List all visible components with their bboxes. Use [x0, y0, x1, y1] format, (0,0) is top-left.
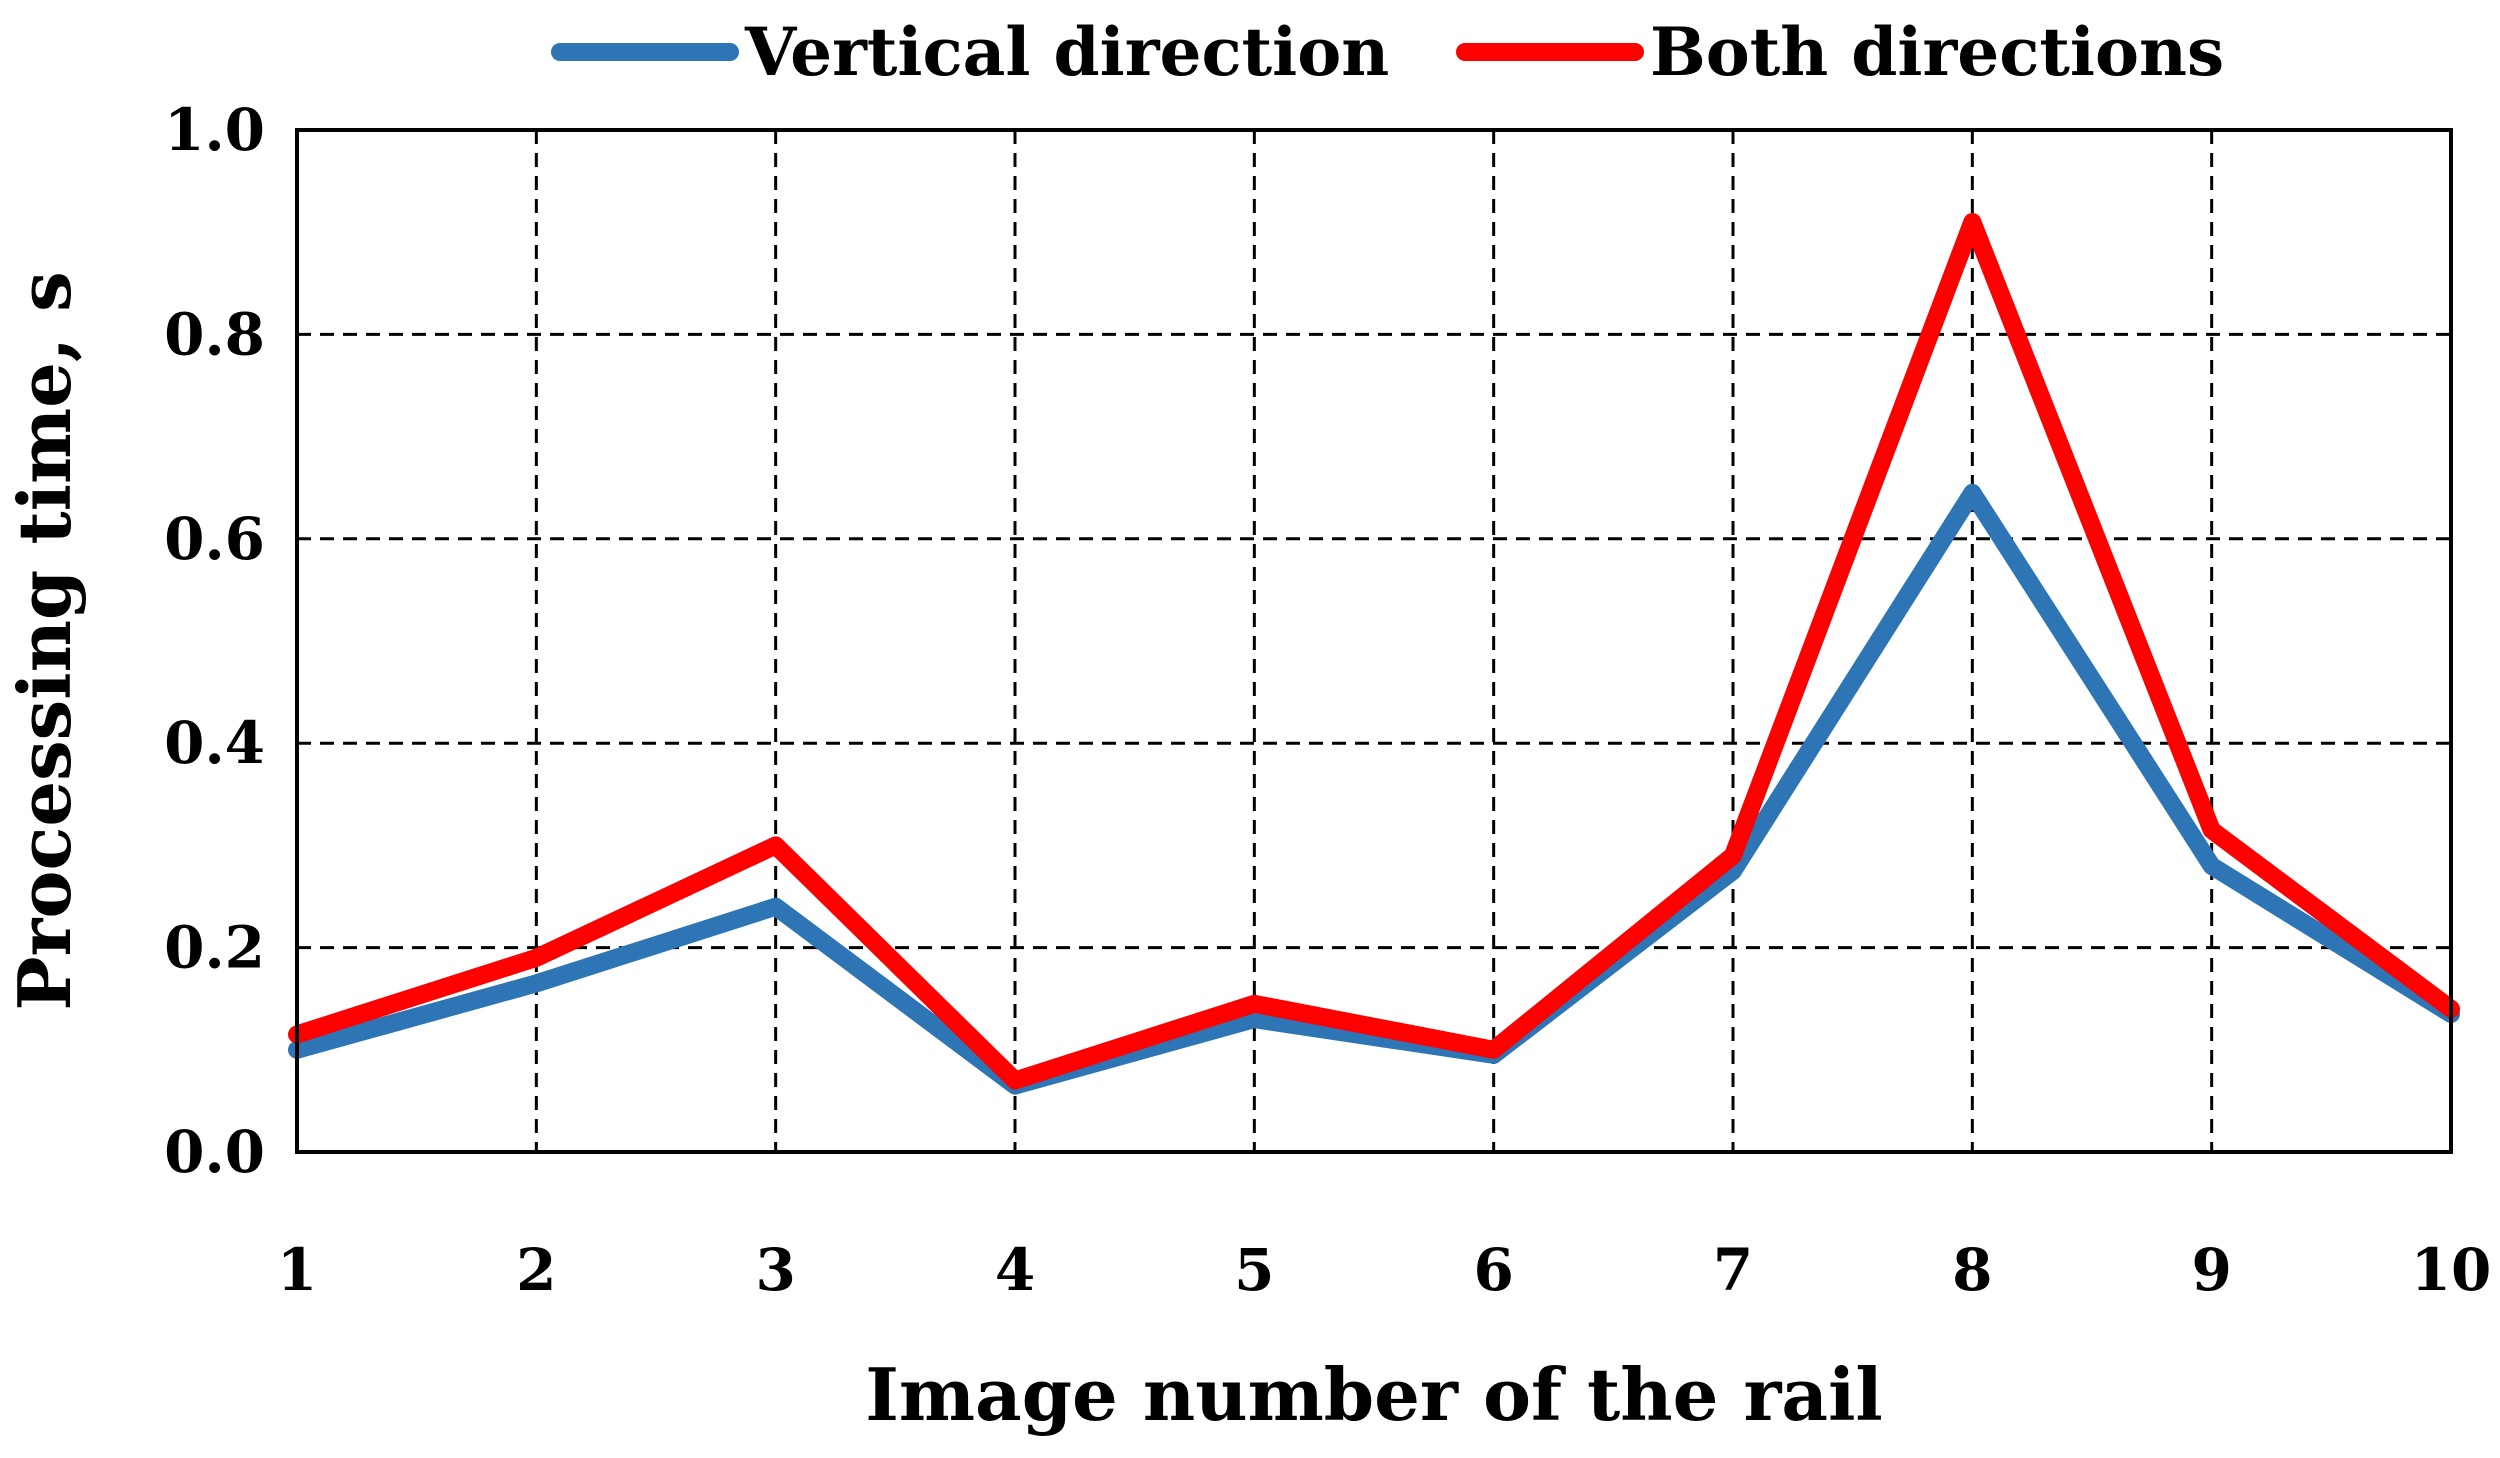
legend: Vertical direction Both directions: [551, 13, 2224, 91]
y-tick-label: 0.0: [164, 1118, 265, 1186]
x-axis-title: Image number of the rail: [865, 1352, 1883, 1437]
series-lines: [288, 212, 2460, 1095]
x-tick-label: 2: [516, 1236, 556, 1304]
legend-label-1: Both directions: [1650, 13, 2224, 91]
x-tick-label: 4: [995, 1236, 1035, 1304]
x-tick-label: 9: [2191, 1236, 2231, 1304]
x-tick-label: 7: [1713, 1236, 1753, 1304]
grid: [297, 130, 2451, 1152]
plot-area-frame: [295, 128, 2453, 1154]
series-line-0: [288, 483, 2460, 1095]
y-tick-label: 0.4: [164, 709, 265, 777]
y-tick-label: 0.6: [164, 505, 265, 573]
x-tick-label: 3: [755, 1236, 795, 1304]
y-tick-label: 0.8: [164, 300, 265, 368]
x-tick-label: 1: [277, 1236, 317, 1304]
x-axis-ticks: 1 2 3 4 5 6 7 8 9 10: [277, 1236, 2492, 1304]
y-axis-title: Processing time, s: [2, 271, 87, 1010]
y-tick-label: 0.2: [164, 914, 265, 982]
y-axis-ticks: 0.0 0.2 0.4 0.6 0.8 1.0: [164, 96, 265, 1186]
x-tick-label: 5: [1234, 1236, 1274, 1304]
x-tick-label: 8: [1952, 1236, 1992, 1304]
y-tick-label: 1.0: [164, 96, 265, 164]
series-line-1: [288, 212, 2460, 1090]
x-tick-label: 10: [2411, 1236, 2492, 1304]
legend-label-0: Vertical direction: [744, 13, 1389, 91]
x-tick-label: 6: [1473, 1236, 1513, 1304]
